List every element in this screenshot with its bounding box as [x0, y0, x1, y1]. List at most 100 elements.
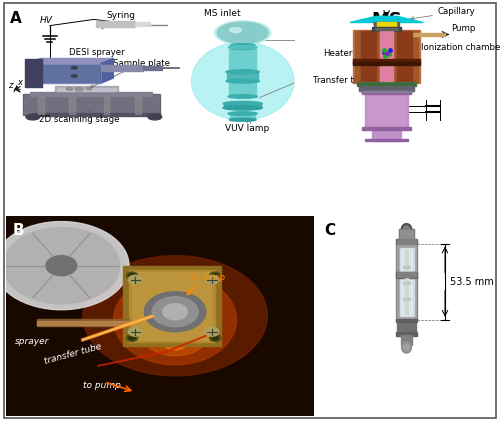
- Circle shape: [404, 226, 409, 233]
- Circle shape: [144, 292, 206, 332]
- Text: Sample plate: Sample plate: [90, 59, 170, 88]
- Text: Capillary: Capillary: [410, 7, 476, 20]
- Bar: [375, 28, 398, 30]
- Bar: [38, 97, 44, 115]
- Ellipse shape: [156, 314, 194, 350]
- Polygon shape: [28, 59, 114, 64]
- Text: Syring: Syring: [106, 11, 135, 20]
- Bar: [23, 94, 160, 115]
- Bar: [136, 97, 141, 115]
- Bar: [406, 250, 407, 314]
- Text: transfer tube: transfer tube: [43, 342, 102, 366]
- Circle shape: [404, 344, 409, 351]
- Ellipse shape: [230, 118, 256, 121]
- Bar: [129, 270, 215, 342]
- Bar: [24, 59, 42, 87]
- Bar: [232, 45, 254, 48]
- Circle shape: [401, 224, 412, 236]
- Circle shape: [206, 275, 219, 284]
- Text: Kr lamp: Kr lamp: [190, 273, 226, 282]
- Bar: [398, 229, 414, 240]
- Text: sprayer: sprayer: [15, 337, 50, 346]
- Circle shape: [212, 336, 218, 340]
- Text: MS: MS: [371, 11, 402, 29]
- Text: to pump: to pump: [83, 381, 121, 390]
- Bar: [398, 244, 415, 319]
- Circle shape: [128, 328, 142, 336]
- Ellipse shape: [223, 101, 262, 106]
- Bar: [402, 33, 445, 36]
- Bar: [372, 27, 402, 31]
- Bar: [358, 82, 416, 86]
- Circle shape: [129, 336, 135, 340]
- Bar: [396, 272, 416, 277]
- Circle shape: [72, 75, 77, 77]
- Bar: [403, 282, 410, 284]
- Ellipse shape: [231, 47, 254, 50]
- Bar: [23, 94, 160, 115]
- Bar: [374, 22, 400, 28]
- Bar: [57, 88, 116, 91]
- Bar: [101, 65, 142, 71]
- Circle shape: [66, 88, 73, 91]
- Ellipse shape: [228, 112, 258, 115]
- Text: Pump: Pump: [451, 24, 475, 33]
- Circle shape: [86, 88, 92, 90]
- Circle shape: [129, 274, 135, 278]
- Bar: [396, 243, 416, 320]
- Ellipse shape: [83, 256, 268, 376]
- Bar: [96, 21, 136, 27]
- Bar: [400, 248, 413, 316]
- Bar: [234, 32, 252, 45]
- Circle shape: [214, 21, 271, 45]
- Bar: [396, 239, 417, 244]
- Bar: [365, 91, 408, 128]
- Circle shape: [218, 22, 268, 43]
- Bar: [403, 266, 410, 268]
- Polygon shape: [101, 59, 114, 83]
- Bar: [136, 22, 150, 26]
- Ellipse shape: [226, 70, 260, 74]
- Ellipse shape: [114, 274, 236, 365]
- Bar: [362, 91, 411, 94]
- Ellipse shape: [228, 70, 257, 74]
- Bar: [55, 86, 118, 92]
- Circle shape: [72, 67, 77, 69]
- Circle shape: [148, 114, 162, 120]
- Circle shape: [46, 256, 76, 276]
- Circle shape: [126, 334, 138, 341]
- Ellipse shape: [136, 296, 214, 356]
- Bar: [354, 62, 420, 65]
- Bar: [372, 129, 402, 141]
- Text: HV: HV: [40, 16, 53, 24]
- Bar: [227, 71, 258, 81]
- Text: 2D scanning stage: 2D scanning stage: [39, 110, 119, 124]
- Bar: [398, 321, 415, 334]
- Bar: [360, 85, 414, 91]
- Text: Transfer tube: Transfer tube: [314, 74, 376, 85]
- Bar: [400, 249, 412, 315]
- Text: DESI sprayer: DESI sprayer: [68, 48, 125, 69]
- Circle shape: [210, 272, 220, 279]
- Bar: [28, 64, 101, 83]
- Ellipse shape: [228, 95, 258, 98]
- Text: Ionization chamber: Ionization chamber: [415, 43, 500, 55]
- Bar: [367, 91, 406, 128]
- Ellipse shape: [226, 79, 260, 83]
- Bar: [358, 82, 416, 86]
- Bar: [354, 30, 420, 83]
- Circle shape: [212, 274, 218, 278]
- Bar: [104, 97, 110, 115]
- Bar: [123, 266, 221, 346]
- Bar: [30, 92, 152, 96]
- Bar: [37, 321, 129, 325]
- Text: z: z: [8, 81, 13, 90]
- Text: Heater: Heater: [323, 49, 358, 61]
- Text: C: C: [324, 223, 336, 237]
- Bar: [396, 272, 417, 278]
- Bar: [230, 113, 256, 120]
- Text: MS inlet: MS inlet: [204, 9, 240, 30]
- Circle shape: [210, 334, 220, 341]
- Bar: [229, 47, 256, 72]
- Bar: [142, 66, 162, 70]
